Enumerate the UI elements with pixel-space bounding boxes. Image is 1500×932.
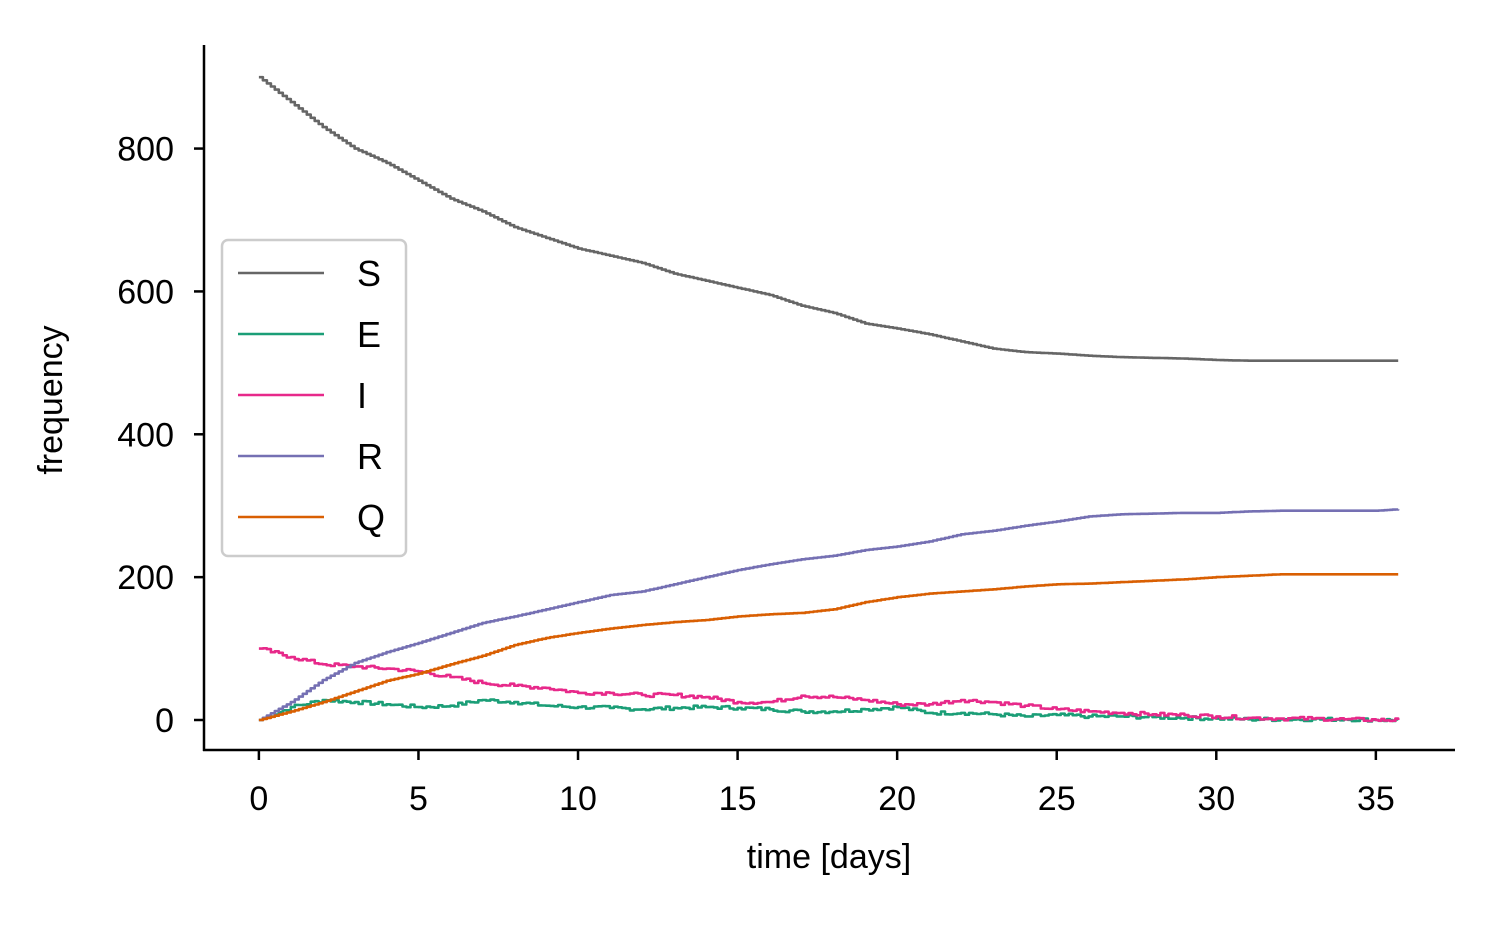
series-line-R bbox=[258, 508, 1400, 722]
y-tick-label: 600 bbox=[117, 273, 174, 311]
legend-item-I: I bbox=[238, 375, 367, 416]
legend-item-Q: Q bbox=[238, 497, 385, 538]
y-tick-label: 0 bbox=[155, 702, 174, 740]
y-tick-label: 200 bbox=[117, 559, 174, 597]
legend-label: Q bbox=[357, 497, 385, 538]
legend-item-R: R bbox=[238, 436, 383, 477]
y-tick-label: 800 bbox=[117, 131, 174, 169]
series-line-Q bbox=[258, 573, 1399, 722]
legend-label: R bbox=[357, 436, 383, 477]
x-tick-label: 25 bbox=[1038, 780, 1076, 818]
series-lines bbox=[258, 75, 1400, 723]
y-axis-label: frequency bbox=[32, 325, 70, 474]
x-tick-label: 35 bbox=[1357, 780, 1395, 818]
series-line-S bbox=[258, 75, 1399, 362]
y-tick-label: 400 bbox=[117, 416, 174, 454]
series-line-I bbox=[258, 647, 1400, 723]
legend-item-S: S bbox=[238, 253, 381, 294]
x-ticks: 0 5 10 15 20 25 30 35 bbox=[249, 750, 1395, 818]
x-tick-label: 0 bbox=[249, 780, 268, 818]
x-tick-label: 20 bbox=[878, 780, 916, 818]
x-tick-label: 10 bbox=[559, 780, 597, 818]
legend-item-E: E bbox=[238, 314, 381, 355]
y-ticks: 0 200 400 600 800 bbox=[117, 131, 204, 740]
legend-label: E bbox=[357, 314, 381, 355]
x-tick-label: 30 bbox=[1197, 780, 1235, 818]
x-tick-label: 5 bbox=[409, 780, 428, 818]
x-axis-label: time [days] bbox=[747, 838, 911, 876]
legend-label: I bbox=[357, 375, 367, 416]
x-tick-label: 15 bbox=[719, 780, 757, 818]
legend-label: S bbox=[357, 253, 381, 294]
legend-box bbox=[220, 238, 408, 558]
series-line-E bbox=[258, 698, 1400, 723]
